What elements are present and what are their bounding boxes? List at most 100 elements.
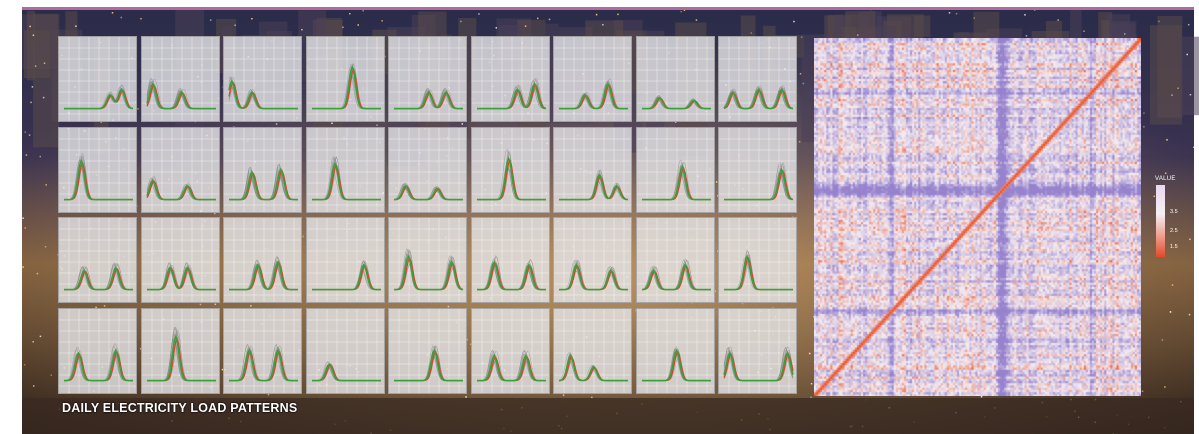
profile-line <box>724 254 793 290</box>
centroid-line <box>476 82 546 110</box>
centroid-line <box>146 333 216 381</box>
profile-line <box>559 89 628 109</box>
load-profile-panel <box>58 217 137 303</box>
centroid-line <box>64 88 134 110</box>
centroid-line-secondary <box>229 350 298 381</box>
profile-line <box>723 91 793 109</box>
centroid-line <box>641 263 711 291</box>
profile-line <box>559 85 628 109</box>
load-profile-panel <box>140 126 220 213</box>
load-profile-panel <box>140 36 220 122</box>
profile-line <box>641 356 711 381</box>
profile-line <box>229 351 298 381</box>
profile-line <box>559 86 628 109</box>
profile-line <box>641 355 711 381</box>
load-profile-panel <box>553 307 632 394</box>
profile-line <box>311 168 381 200</box>
centroid-line <box>145 178 216 200</box>
centroid-line <box>145 82 216 110</box>
load-profile-panel <box>470 126 550 213</box>
centroid-line <box>229 167 298 200</box>
centroid-line <box>641 164 711 200</box>
top-border-line <box>22 7 1194 10</box>
profile-line <box>311 168 381 200</box>
centroid-line <box>559 263 628 291</box>
load-profile-panel <box>223 36 302 122</box>
profile-line <box>559 78 628 109</box>
profile-line <box>311 163 381 200</box>
centroid-line-secondary <box>724 257 793 291</box>
centroid-line <box>723 350 794 381</box>
load-profile-panel <box>58 307 137 394</box>
load-profile-panel <box>470 36 550 122</box>
profile-line <box>229 355 298 381</box>
profile-line <box>641 355 711 381</box>
centroid-line <box>476 155 546 200</box>
profile-line <box>559 83 628 109</box>
profile-line <box>393 182 463 200</box>
profile-line <box>559 83 628 109</box>
profile-line <box>559 89 628 109</box>
centroid-line <box>476 353 546 381</box>
load-profile-grid <box>58 36 803 398</box>
colorbar-tick-label: 2.5 <box>1170 228 1178 234</box>
centroid-line <box>64 266 133 291</box>
load-profile-panel <box>223 217 302 303</box>
profile-line <box>559 86 628 109</box>
load-profile-panel <box>718 217 797 303</box>
load-profile-panel <box>305 126 385 213</box>
similarity-heatmap <box>814 38 1141 396</box>
load-profile-panel <box>553 217 632 303</box>
profile-line <box>641 266 711 290</box>
load-profile-panel <box>470 217 550 303</box>
centroid-line <box>311 65 381 110</box>
centroid-line <box>393 184 463 200</box>
profile-line <box>641 266 711 290</box>
load-profile-panel <box>553 126 632 213</box>
centroid-line <box>311 161 381 200</box>
load-profile-panel <box>305 36 385 122</box>
centroid-line <box>228 79 298 110</box>
centroid-line <box>394 348 463 381</box>
centroid-line <box>229 348 298 381</box>
centroid-line <box>723 87 794 110</box>
load-profile-panel <box>58 36 137 122</box>
load-profile-panel <box>718 36 797 122</box>
profile-line <box>229 351 298 381</box>
profile-line <box>393 182 463 200</box>
profile-line <box>559 81 628 109</box>
centroid-line <box>394 254 464 291</box>
profile-line <box>641 265 711 290</box>
colorbar-tick-label: 1.5 <box>1170 244 1178 250</box>
profile-line <box>311 155 381 200</box>
colorbar-tick-label: 3.5 <box>1170 209 1178 215</box>
load-profile-panel <box>718 307 797 394</box>
profile-line <box>311 155 381 200</box>
centroid-line-secondary <box>311 164 381 200</box>
profile-line <box>724 255 793 290</box>
profile-line <box>724 254 793 290</box>
profile-line <box>311 157 381 200</box>
load-profile-panel <box>388 126 467 213</box>
profile-line <box>311 155 381 200</box>
figure-title: DAILY ELECTRICITY LOAD PATTERNS <box>62 401 298 415</box>
load-profile-panel <box>635 217 715 303</box>
colorbar-title: VALUE <box>1155 176 1176 182</box>
profile-line <box>229 354 298 381</box>
centroid-line-secondary <box>641 265 711 291</box>
profile-line <box>64 85 134 109</box>
profile-line <box>724 262 793 290</box>
load-profile-panel <box>388 217 467 303</box>
load-profile-panel <box>140 217 220 303</box>
centroid-line <box>476 260 546 291</box>
profile-line <box>559 83 628 109</box>
profile-line <box>724 259 793 290</box>
profile-line <box>559 80 628 109</box>
profile-line <box>311 156 381 200</box>
profile-line <box>559 80 628 109</box>
profile-line <box>311 157 381 200</box>
profile-line <box>229 352 298 381</box>
profile-line <box>229 347 298 381</box>
load-profile-panel <box>58 126 137 213</box>
